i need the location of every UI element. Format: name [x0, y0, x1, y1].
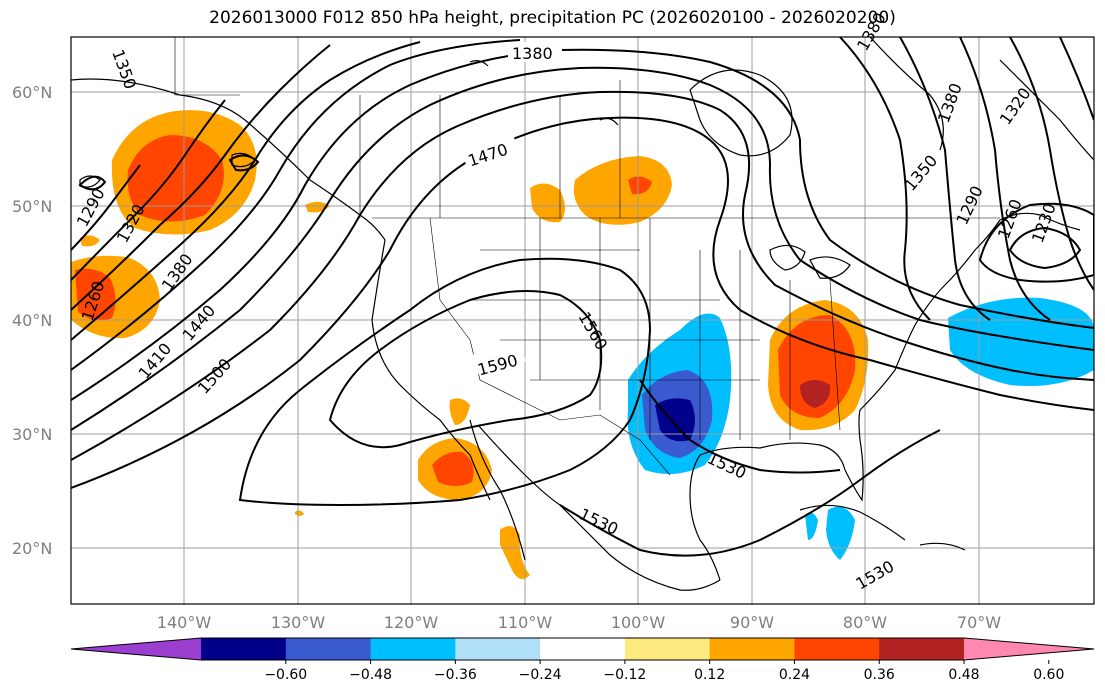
colorbar-segment [455, 638, 541, 660]
colorbar-segment [540, 638, 626, 660]
colorbar-tick-label: 0.24 [779, 667, 810, 683]
colorbar-tick-label: −0.48 [349, 667, 392, 683]
colorbar-segment [709, 638, 795, 660]
lon-label-100w: 100°W [611, 613, 666, 632]
colorbar-tick-label: 0.60 [1033, 667, 1064, 683]
contour-label: 1380 [512, 44, 553, 63]
map-title: 2026013000 F012 850 hPa height, precipit… [209, 8, 896, 28]
colorbar-segment [624, 638, 711, 660]
lat-label-60n: 60°N [12, 83, 52, 102]
colorbar-segment [879, 638, 965, 660]
colorbar-segment [201, 638, 287, 660]
colorbar-extend-low [71, 638, 201, 660]
lon-label-90w: 90°W [730, 613, 774, 632]
longitude-labels: 140°W 130°W 120°W 110°W 100°W 90°W 80°W … [157, 613, 1001, 632]
colorbar-outline [70, 637, 1095, 661]
colorbar-tick-label: 0.36 [864, 667, 895, 683]
colorbar-tick-label: −0.24 [519, 667, 562, 683]
latitude-labels: 60°N 50°N 40°N 30°N 20°N [12, 83, 52, 558]
colorbar-tick-label: 0.12 [694, 667, 725, 683]
height-contours [71, 37, 1094, 557]
colorbar-tick-label: 0.48 [948, 667, 979, 683]
colorbar-tick-label: −0.36 [434, 667, 477, 683]
colorbar-tick-label: −0.60 [264, 667, 307, 683]
map-frame [70, 36, 1095, 605]
colorbar: −0.60 −0.48 −0.36 −0.24 −0.12 0.12 0.24 0.36 0.4… [70, 637, 1095, 683]
lon-label-140w: 140°W [157, 613, 212, 632]
lon-label-70w: 70°W [957, 613, 1001, 632]
colorbar-segment [370, 638, 456, 660]
lon-label-120w: 120°W [384, 613, 439, 632]
lon-label-130w: 130°W [271, 613, 326, 632]
lat-label-50n: 50°N [12, 197, 52, 216]
lat-label-30n: 30°N [12, 425, 52, 444]
colorbar-extend-high [964, 638, 1094, 660]
colorbar-segment [794, 638, 880, 660]
lat-label-20n: 20°N [12, 539, 52, 558]
colorbar-tick-label: −0.12 [603, 667, 646, 683]
lon-label-80w: 80°W [843, 613, 887, 632]
colorbar-segment [285, 638, 372, 660]
lon-label-110w: 110°W [498, 613, 553, 632]
lat-label-40n: 40°N [12, 311, 52, 330]
